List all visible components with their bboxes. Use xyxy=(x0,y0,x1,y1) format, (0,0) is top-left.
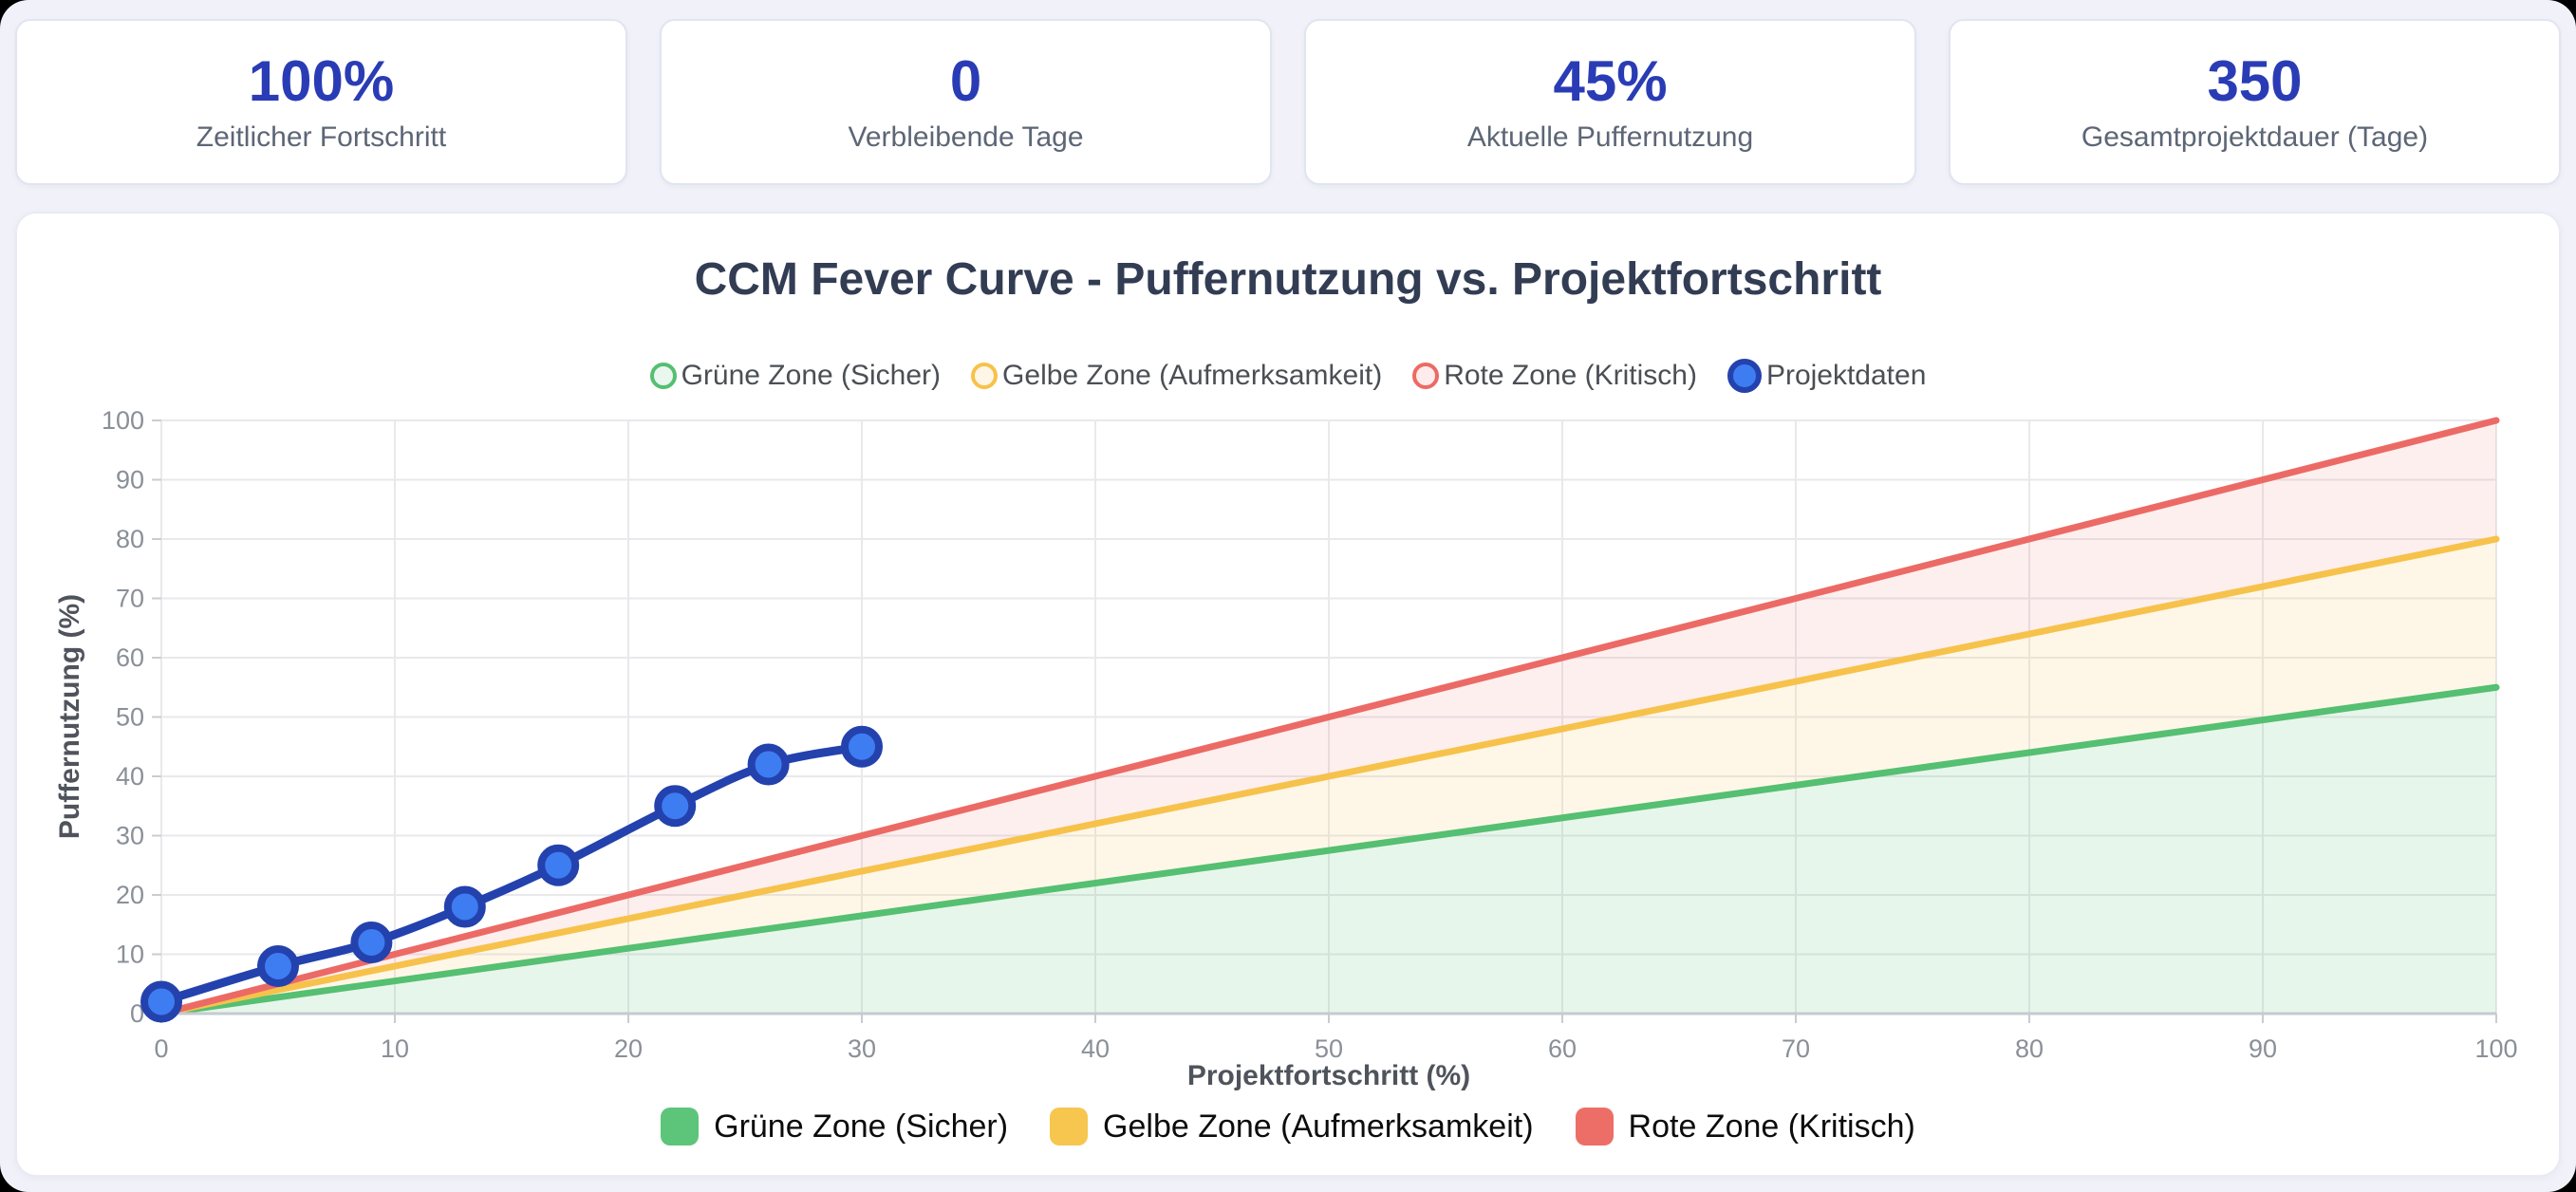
stat-label: Verbleibende Tage xyxy=(848,121,1084,153)
legend-item[interactable]: Grüne Zone (Sicher) xyxy=(649,360,942,391)
svg-text:30: 30 xyxy=(848,1034,876,1063)
svg-text:80: 80 xyxy=(116,525,144,553)
svg-text:90: 90 xyxy=(116,466,144,494)
chart-title: CCM Fever Curve - Puffernutzung vs. Proj… xyxy=(694,254,1882,305)
legend-item-label: Projektdaten xyxy=(1765,360,1927,391)
svg-text:0: 0 xyxy=(154,1034,168,1063)
zone-legend-label: Rote Zone (Kritisch) xyxy=(1628,1108,1915,1145)
svg-text:40: 40 xyxy=(116,762,144,791)
stat-card-aktuelle-puffernutzung: 45% Aktuelle Puffernutzung xyxy=(1304,19,1916,185)
legend-zone-circle-icon xyxy=(649,363,677,389)
svg-text:50: 50 xyxy=(1315,1034,1343,1063)
stat-card-verbleibende-tage: 0 Verbleibende Tage xyxy=(660,19,1272,185)
legend-zone-circle-icon xyxy=(1412,363,1440,389)
svg-text:70: 70 xyxy=(1782,1034,1810,1063)
svg-text:100: 100 xyxy=(2474,1034,2517,1063)
svg-text:60: 60 xyxy=(1548,1034,1577,1063)
zone-swatch-icon xyxy=(1575,1108,1614,1145)
svg-text:20: 20 xyxy=(614,1034,643,1063)
chart-legend-top: Grüne Zone (Sicher) Gelbe Zone (Aufmerksa… xyxy=(649,358,1926,394)
svg-text:10: 10 xyxy=(381,1034,409,1063)
stat-label: Aktuelle Puffernutzung xyxy=(1466,121,1754,153)
stat-label: Gesamtprojektdauer (Tage) xyxy=(2081,121,2429,153)
y-axis-title: Puffernutzung (%) xyxy=(54,593,85,840)
svg-text:70: 70 xyxy=(116,585,144,613)
plot-area[interactable]: Puffernutzung (%) 0 10 20 30 40 50 60 70 80 90 100… xyxy=(15,394,2561,1063)
zone-legend-item: Rote Zone (Kritisch) xyxy=(1575,1108,1915,1145)
stat-value: 100% xyxy=(248,48,395,113)
zone-swatch-icon xyxy=(661,1108,700,1145)
legend-item[interactable]: Gelbe Zone (Aufmerksamkeit) xyxy=(971,362,1382,390)
svg-text:20: 20 xyxy=(116,881,144,909)
zone-legend-label: Grüne Zone (Sicher) xyxy=(714,1108,1009,1145)
svg-text:30: 30 xyxy=(116,822,144,850)
chart-card: CCM Fever Curve - Puffernutzung vs. Proj… xyxy=(15,212,2561,1177)
stat-value: 45% xyxy=(1553,48,1668,113)
stat-label: Zeitlicher Fortschritt xyxy=(196,121,447,153)
stat-card-gesamtprojektdauer: 350 Gesamtprojektdauer (Tage) xyxy=(1949,19,2561,185)
legend-item[interactable]: Rote Zone (Kritisch) xyxy=(1412,362,1697,390)
svg-text:100: 100 xyxy=(102,406,144,435)
legend-item[interactable]: Projektdaten xyxy=(1727,359,1926,393)
zone-legend-item: Grüne Zone (Sicher) xyxy=(661,1108,1008,1145)
svg-text:60: 60 xyxy=(116,643,144,672)
x-axis-title: Projektfortschritt (%) xyxy=(1186,1060,1471,1091)
svg-text:0: 0 xyxy=(130,999,144,1028)
stat-value: 0 xyxy=(949,48,982,113)
zone-swatch-icon xyxy=(1050,1108,1089,1145)
stat-value: 350 xyxy=(2207,48,2303,113)
legend-item-label: Rote Zone (Kritisch) xyxy=(1444,360,1697,391)
fever-curve-chart[interactable]: 0 10 20 30 40 50 60 70 80 90 100 0 10 20 30 40 50 60 70 80 9… xyxy=(15,394,2561,1063)
chart-legend-bottom: Grüne Zone (Sicher) Gelbe Zone (Aufmerksa… xyxy=(661,1106,1915,1147)
svg-text:90: 90 xyxy=(2249,1034,2277,1063)
legend-item-label: Grüne Zone (Sicher) xyxy=(681,360,942,391)
legend-zone-circle-icon xyxy=(971,363,999,389)
zone-legend-item: Gelbe Zone (Aufmerksamkeit) xyxy=(1050,1108,1534,1145)
legend-item-label: Gelbe Zone (Aufmerksamkeit) xyxy=(1002,360,1383,391)
svg-text:10: 10 xyxy=(116,941,144,969)
legend-point-circle-icon xyxy=(1727,359,1762,393)
zone-legend-label: Gelbe Zone (Aufmerksamkeit) xyxy=(1103,1108,1534,1145)
svg-text:40: 40 xyxy=(1081,1034,1110,1063)
svg-text:50: 50 xyxy=(116,703,144,732)
stat-card-zeitlicher-fortschritt: 100% Zeitlicher Fortschritt xyxy=(15,19,627,185)
svg-text:80: 80 xyxy=(2015,1034,2044,1063)
stats-row: 100% Zeitlicher Fortschritt 0 Verbleiben… xyxy=(15,19,2561,185)
